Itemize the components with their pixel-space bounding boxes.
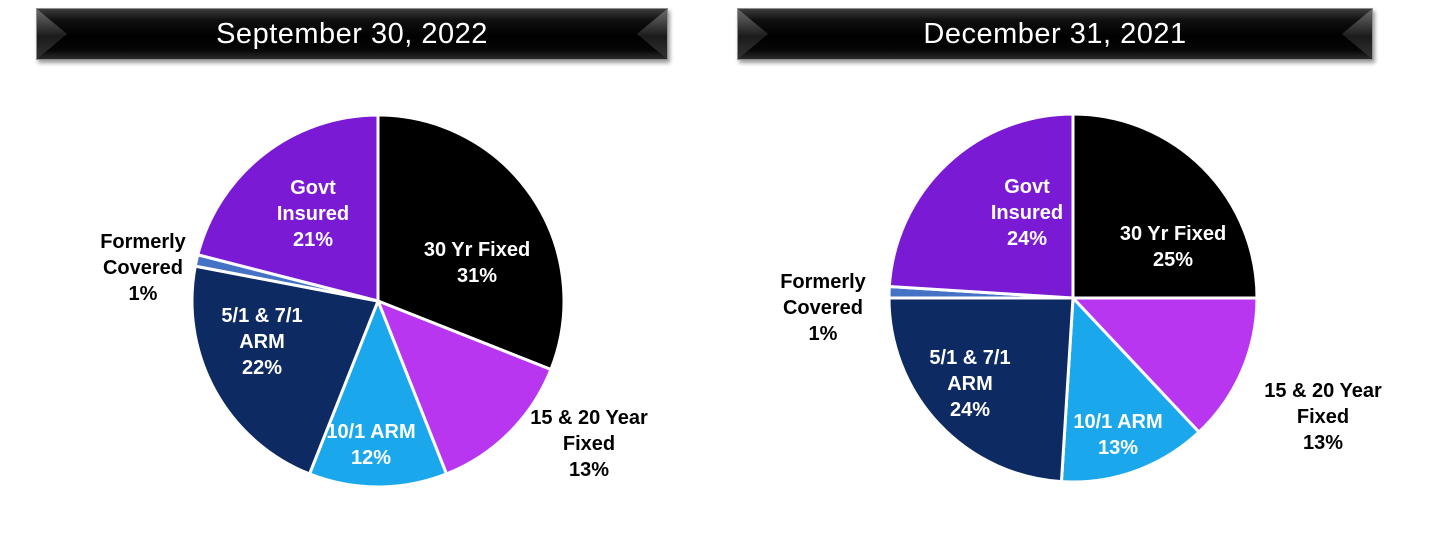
pie-slice-govt-insured (196, 113, 380, 303)
slice-label-formerly-covered: Formerly Covered 1% (100, 231, 186, 305)
chart-title-dec-2021: December 31, 2021 (923, 17, 1187, 50)
pie-slice-5-1-7-1-arm (887, 296, 1075, 484)
pie-chart-sep-2022 (190, 113, 566, 489)
pie-slice-30-yr-fixed (1071, 112, 1259, 300)
pie-slice-10-1-arm (1059, 296, 1201, 484)
pie-slice-5-1-7-1-arm (190, 264, 380, 476)
pie-chart-dec-2021 (887, 112, 1259, 484)
slice-label-formerly-covered: Formerly Covered 1% (780, 271, 866, 345)
title-banner-sep-2022: September 30, 2022 (36, 8, 668, 60)
title-banner-dec-2021: December 31, 2021 (737, 8, 1373, 60)
pie-slice-10-1-arm (308, 299, 448, 489)
pie-slice-30-yr-fixed (376, 113, 566, 371)
pie-slice-15-20-year-fixed (1071, 296, 1259, 434)
pie-slice-govt-insured (887, 112, 1075, 300)
chart-title-sep-2022: September 30, 2022 (216, 17, 488, 50)
slice-label-15-20-year-fixed: 15 & 20 Year Fixed 13% (1264, 380, 1382, 454)
pie-slice-15-20-year-fixed (376, 299, 553, 476)
